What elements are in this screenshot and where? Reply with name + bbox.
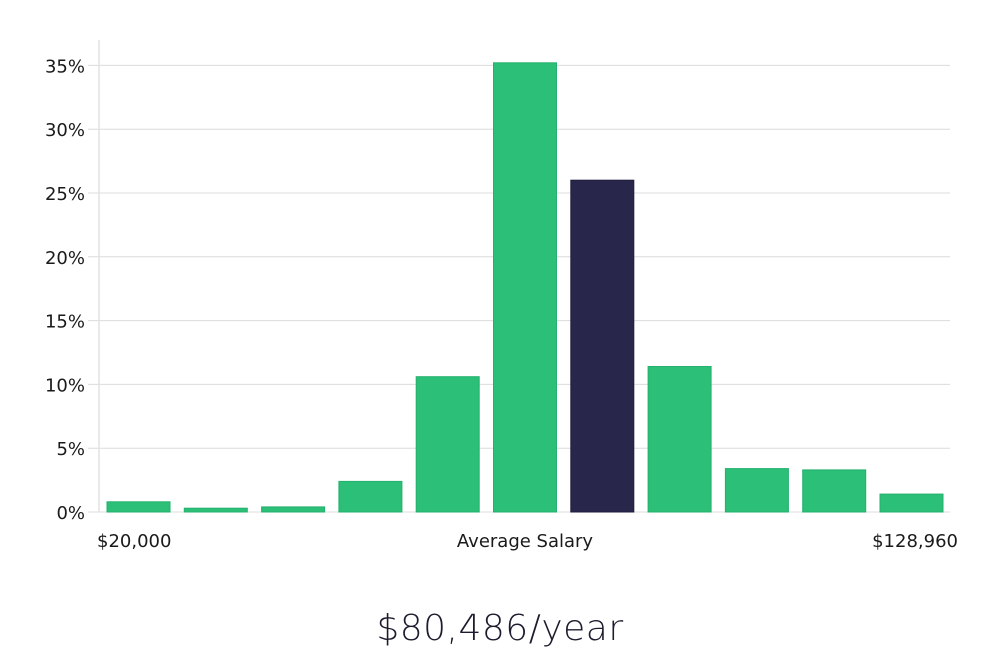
bar [261, 506, 326, 513]
y-tick-label: 25% [45, 184, 85, 205]
bar [493, 62, 557, 513]
bar [338, 480, 403, 513]
y-tick-label: 30% [45, 120, 85, 141]
y-tick-label: 5% [56, 439, 85, 460]
y-axis-ticks: 0% 5% 10% 15% 20% 25% 30% 35% [45, 56, 85, 524]
y-tick-label: 15% [45, 312, 85, 333]
bar [183, 507, 248, 513]
y-tick-label: 35% [45, 56, 85, 77]
y-tick-label: 10% [45, 375, 85, 396]
bar [724, 468, 789, 513]
bar-highlighted [570, 179, 635, 513]
bar [879, 493, 944, 513]
average-salary-value: $80,486/year [376, 608, 624, 649]
bar [106, 501, 171, 513]
bar [415, 376, 480, 513]
x-axis-title: Average Salary [457, 531, 594, 552]
x-min-label: $20,000 [97, 531, 171, 552]
bar [647, 366, 712, 513]
salary-distribution-chart: 0% 5% 10% 15% 20% 25% 30% 35% $20,000 Average S… [45, 40, 958, 552]
x-max-label: $128,960 [872, 531, 958, 552]
bar [802, 469, 867, 513]
bars [106, 62, 944, 513]
y-tick-label: 20% [45, 248, 85, 269]
y-tick-label: 0% [56, 503, 85, 524]
